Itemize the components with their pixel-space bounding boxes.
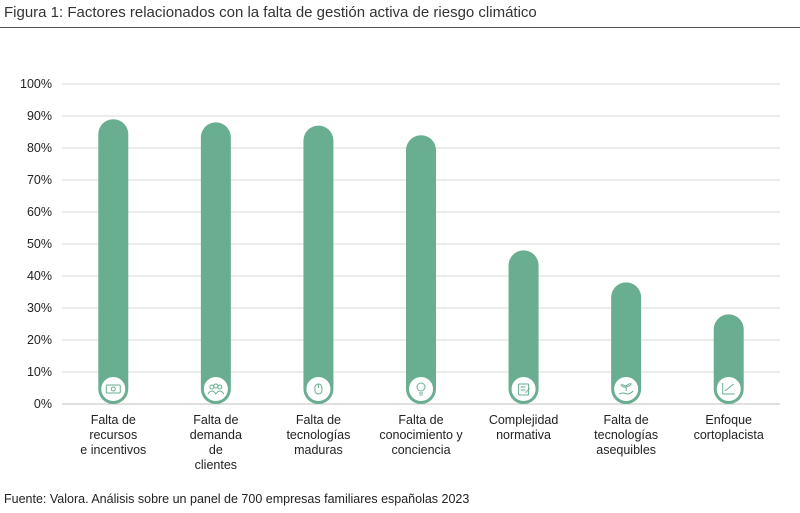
x-tick-label: Complejidad normativa xyxy=(488,413,559,442)
hand-plant-icon xyxy=(618,383,634,395)
bar xyxy=(508,250,539,404)
x-tick-label: Falta de conocimiento y conciencia xyxy=(379,413,463,457)
bar-icon-badge xyxy=(201,375,230,403)
document-icon xyxy=(518,383,530,396)
y-tick-label: 0% xyxy=(34,397,52,411)
bar-icon-badge xyxy=(714,375,743,403)
y-tick-label: 40% xyxy=(27,269,52,283)
lightbulb-icon xyxy=(416,382,426,396)
y-tick-label: 50% xyxy=(27,237,52,251)
y-axis-ticks: 0% 10% 20% 30% 40% 50% 60% 70% 80% 90% 100% xyxy=(20,77,52,411)
bar-icon-badge xyxy=(304,375,333,403)
bar xyxy=(406,135,436,404)
title-divider xyxy=(0,27,800,28)
bar xyxy=(200,122,231,405)
bar-icon-badge xyxy=(407,375,435,403)
bar xyxy=(303,125,334,404)
people-icon xyxy=(207,383,225,395)
y-tick-label: 30% xyxy=(27,301,52,315)
source-note: Fuente: Valora. Análisis sobre un panel … xyxy=(4,492,470,506)
y-tick-label: 20% xyxy=(27,333,52,347)
chart-title: Figura 1: Factores relacionados con la f… xyxy=(4,4,537,21)
money-icon xyxy=(105,384,121,394)
bar-icon-badge xyxy=(99,375,128,403)
y-tick-label: 70% xyxy=(27,173,52,187)
bar xyxy=(611,282,642,404)
x-tick-label: Falta de tecnologías maduras xyxy=(286,413,351,457)
x-tick-label: Enfoque cortoplacista xyxy=(693,413,764,442)
chart-icon xyxy=(722,383,735,395)
x-tick-label: Falta de demanda de clientes xyxy=(189,413,242,472)
bars xyxy=(98,119,744,405)
mouse-icon xyxy=(314,383,323,395)
y-tick-label: 90% xyxy=(27,109,52,123)
bar-icon-badge xyxy=(509,375,538,403)
y-tick-label: 10% xyxy=(27,365,52,379)
y-tick-label: 100% xyxy=(20,77,52,91)
x-tick-label: Falta de recursos e incentivos xyxy=(80,413,147,457)
y-tick-label: 80% xyxy=(27,141,52,155)
x-tick-label: Falta de tecnologías asequibles xyxy=(594,413,659,457)
y-tick-label: 60% xyxy=(27,205,52,219)
bar xyxy=(98,119,129,404)
